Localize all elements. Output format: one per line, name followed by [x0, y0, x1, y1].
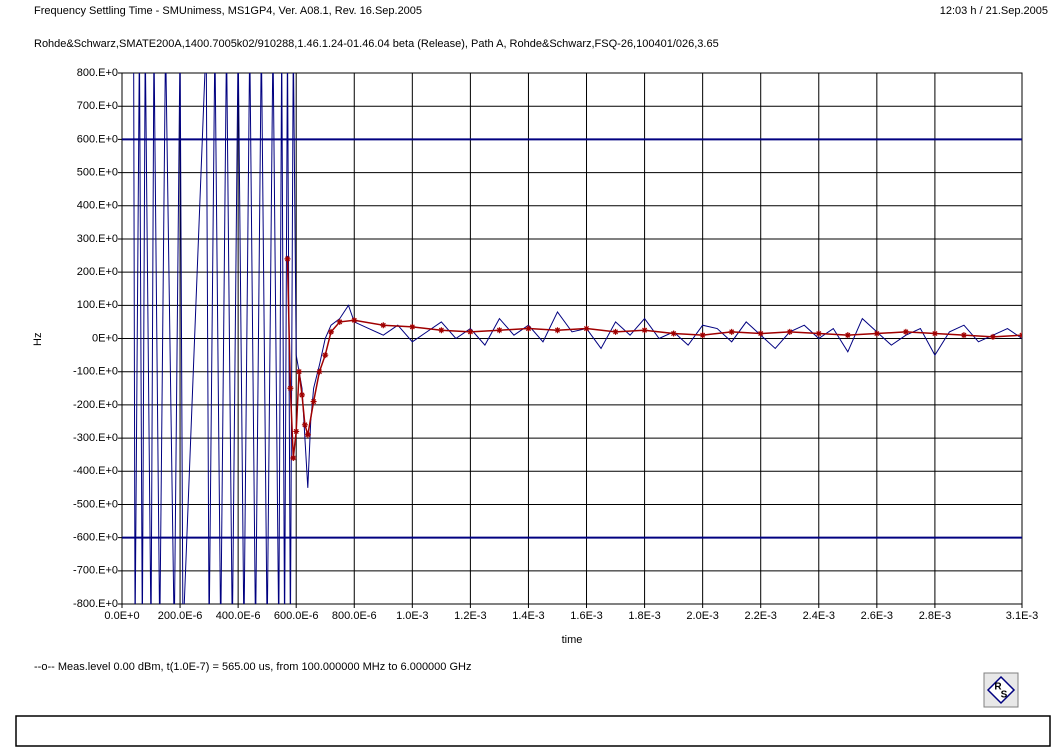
- x-tick-label: 1.2E-3: [454, 610, 486, 622]
- x-tick-label: 2.4E-3: [803, 610, 835, 622]
- marker: [438, 327, 445, 334]
- marker: [554, 327, 561, 334]
- marker: [902, 328, 909, 335]
- timestamp: 12:03 h / 21.Sep.2005: [940, 5, 1048, 17]
- marker: [583, 325, 590, 332]
- title: Frequency Settling Time - SMUnimess, MS1…: [34, 5, 422, 17]
- marker: [728, 328, 735, 335]
- y-tick-label: -500.E+0: [73, 498, 118, 510]
- x-tick-label: 800.0E-6: [332, 610, 377, 622]
- marker: [757, 330, 764, 337]
- y-tick-label: 300.E+0: [77, 233, 118, 245]
- x-tick-label: 2.6E-3: [861, 610, 893, 622]
- marker: [467, 328, 474, 335]
- y-axis-label: Hz: [32, 333, 44, 346]
- y-tick-label: -400.E+0: [73, 465, 118, 477]
- marker: [815, 330, 822, 337]
- logo-letter: R: [994, 682, 1002, 693]
- y-tick-label: -700.E+0: [73, 565, 118, 577]
- plot-area: [133, 73, 1022, 604]
- marker: [351, 317, 358, 324]
- marker: [301, 421, 308, 428]
- marker: [960, 332, 967, 339]
- marker: [296, 368, 303, 375]
- marker: [612, 328, 619, 335]
- y-tick-label: -600.E+0: [73, 532, 118, 544]
- marker: [316, 368, 323, 375]
- x-tick-label: 3.1E-3: [1006, 610, 1038, 622]
- marker: [786, 328, 793, 335]
- y-tick-label: 700.E+0: [77, 100, 118, 112]
- y-tick-label: 200.E+0: [77, 266, 118, 278]
- marker: [931, 330, 938, 337]
- marker: [328, 328, 335, 335]
- marker: [336, 318, 343, 325]
- marker: [380, 322, 387, 329]
- marker: [496, 327, 503, 334]
- x-tick-label: 600.0E-6: [274, 610, 319, 622]
- legend-entry: --o-- Meas.level 0.00 dBm, t(1.0E-7) = 5…: [34, 661, 471, 673]
- y-tick-label: 100.E+0: [77, 299, 118, 311]
- marker: [310, 398, 317, 405]
- series-line: [133, 73, 1022, 604]
- marker: [322, 352, 329, 359]
- marker: [293, 428, 300, 435]
- x-tick-label: 1.8E-3: [628, 610, 660, 622]
- x-axis-label: time: [562, 634, 583, 646]
- y-tick-label: 600.E+0: [77, 133, 118, 145]
- marker: [409, 323, 416, 330]
- logo-diamond: [986, 675, 1016, 705]
- marker: [699, 332, 706, 339]
- x-tick-label: 2.0E-3: [686, 610, 718, 622]
- x-tick-label: 1.4E-3: [512, 610, 544, 622]
- x-tick-label: 1.0E-3: [396, 610, 428, 622]
- y-tick-label: 0E+0: [92, 332, 118, 344]
- marker: [304, 431, 311, 438]
- x-tick-label: 2.8E-3: [919, 610, 951, 622]
- x-tick-label: 2.2E-3: [744, 610, 776, 622]
- y-tick-label: -100.E+0: [73, 366, 118, 378]
- subtitle: Rohde&Schwarz,SMATE200A,1400.7005k02/910…: [34, 38, 719, 50]
- marker: [989, 333, 996, 340]
- y-tick-label: -300.E+0: [73, 432, 118, 444]
- y-tick-label: 800.E+0: [77, 67, 118, 79]
- marker: [290, 454, 297, 461]
- marker: [525, 325, 532, 332]
- x-tick-label: 400.0E-6: [216, 610, 261, 622]
- y-tick-label: 500.E+0: [77, 166, 118, 178]
- logo-letter: S: [1001, 690, 1008, 701]
- y-tick-label: 400.E+0: [77, 200, 118, 212]
- marker: [844, 332, 851, 339]
- y-tick-label: -200.E+0: [73, 399, 118, 411]
- x-tick-label: 1.6E-3: [570, 610, 602, 622]
- y-tick-label: -800.E+0: [73, 598, 118, 610]
- x-tick-label: 200.0E-6: [158, 610, 203, 622]
- marker: [670, 330, 677, 337]
- marker: [287, 385, 294, 392]
- marker: [873, 330, 880, 337]
- info-box: [15, 715, 1051, 747]
- marker: [284, 255, 291, 262]
- x-tick-label: 0.0E+0: [104, 610, 139, 622]
- logo: R S: [983, 672, 1019, 708]
- marker: [641, 327, 648, 334]
- marker: [299, 391, 305, 398]
